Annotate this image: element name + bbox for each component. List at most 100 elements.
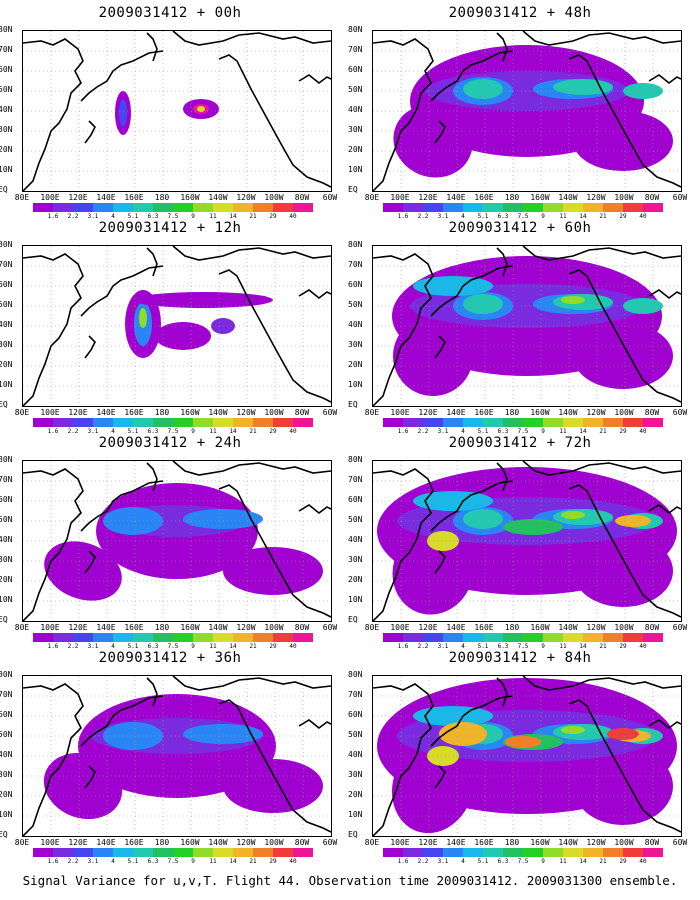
colorbar-swatch (623, 418, 643, 427)
longitude-label: 100W (264, 838, 284, 847)
latitude-label: 40N (348, 105, 363, 114)
variance-contour-fill (103, 722, 163, 750)
colorbar-swatch (93, 418, 113, 427)
map-plot (23, 676, 331, 836)
longitude-label: 160E (124, 838, 144, 847)
colorbar-label: 40 (289, 858, 297, 865)
longitude-label: 80E (364, 193, 380, 202)
colorbar-label: 5.1 (127, 643, 139, 650)
longitude-label: 120W (586, 408, 606, 417)
longitude-label: 100W (614, 838, 634, 847)
coastline (373, 683, 434, 836)
colorbar-label: 1.6 (397, 213, 409, 220)
colorbar-swatch (483, 203, 503, 212)
longitude-label: 180 (154, 623, 170, 632)
colorbar-label: 29 (619, 213, 627, 220)
coastline (434, 550, 446, 574)
colorbar-label: 9 (541, 643, 545, 650)
longitude-label: 100W (614, 193, 634, 202)
colorbar-swatch (523, 203, 543, 212)
map-panel: 2009031412 + 48h 80N 70N 60N 50N 40N 30N 20N 10N… (348, 5, 690, 220)
longitude-label: 80E (364, 623, 380, 632)
latitude-label: EQ (0, 185, 8, 194)
colorbar-label: 6.3 (147, 858, 159, 865)
colorbar-label: 5.1 (477, 213, 489, 220)
colorbar-label: 40 (639, 643, 647, 650)
latitude-label: 80N (348, 455, 363, 464)
colorbar-label: 1.6 (47, 428, 59, 435)
longitude-label: 140E (96, 193, 116, 202)
colorbar-swatch (503, 418, 523, 427)
longitude-label: 180 (504, 408, 520, 417)
colorbar-swatch (623, 633, 643, 642)
longitude-label: 140W (208, 193, 228, 202)
colorbar-swatch (543, 633, 563, 642)
longitude-label: 180 (154, 838, 170, 847)
colorbar-swatch (253, 203, 273, 212)
colorbar-swatch (503, 633, 523, 642)
colorbar-label: 2.2 (67, 428, 79, 435)
colorbar-swatch (463, 418, 483, 427)
colorbar-swatch (423, 418, 443, 427)
panel-title: 2009031412 + 84h (448, 650, 592, 666)
longitude-label: 160E (474, 838, 494, 847)
coastline (496, 462, 508, 492)
colorbar-label: 1.6 (47, 213, 59, 220)
latitude-label: 10N (348, 380, 363, 389)
longitude-label: 80W (644, 408, 660, 417)
colorbar-label: 9 (191, 643, 195, 650)
variance-contour-fill (183, 509, 263, 529)
colorbar-swatch (423, 203, 443, 212)
latitude-label: 20N (0, 575, 13, 584)
longitude-label: 140E (96, 623, 116, 632)
colorbar-swatch (33, 848, 53, 857)
variance-contour-fill (561, 726, 585, 734)
longitude-label: 140E (446, 838, 466, 847)
latitude-label: 50N (0, 515, 13, 524)
coastline (218, 269, 331, 403)
longitude-label: 160W (180, 408, 200, 417)
longitude-label: 100E (390, 408, 410, 417)
longitude-label: 80W (294, 623, 310, 632)
colorbar-swatch (623, 848, 643, 857)
coastline (496, 247, 508, 277)
colorbar-label: 7.5 (167, 858, 179, 865)
colorbar-swatch (273, 418, 293, 427)
colorbar-label: 11 (209, 428, 217, 435)
colorbar-label: 5.1 (477, 858, 489, 865)
colorbar-swatch (253, 633, 273, 642)
longitude-label: 100E (40, 193, 60, 202)
coastline (80, 50, 164, 102)
colorbar-swatch (113, 633, 133, 642)
coastline (298, 74, 331, 85)
map-area (22, 460, 332, 622)
variance-contour-fill (607, 728, 639, 740)
latitude-label: 10N (348, 595, 363, 604)
longitude-label: 120E (68, 838, 88, 847)
map-area (372, 30, 682, 192)
colorbar-label: 29 (269, 858, 277, 865)
longitude-label: 180 (504, 623, 520, 632)
colorbar-label: 9 (541, 858, 545, 865)
latitude-label: 20N (0, 145, 13, 154)
longitude-label: 60W (322, 193, 338, 202)
latitude-label: 40N (348, 750, 363, 759)
colorbar-label: 4 (111, 428, 115, 435)
coastline (146, 462, 158, 492)
variance-contour-fill (561, 296, 585, 304)
longitude-label: 180 (154, 193, 170, 202)
latitude-label: 30N (0, 125, 13, 134)
colorbar-label: 2.2 (67, 213, 79, 220)
colorbar-label: 7.5 (167, 643, 179, 650)
latitude-label: 40N (348, 320, 363, 329)
colorbar-swatch (423, 633, 443, 642)
longitude-label: 180 (504, 838, 520, 847)
latitude-label: 30N (348, 555, 363, 564)
colorbar-swatch (603, 633, 623, 642)
colorbar-label: 21 (249, 213, 257, 220)
latitude-label: 80N (348, 25, 363, 34)
colorbar-label: 21 (599, 858, 607, 865)
colorbar-label: 7.5 (517, 428, 529, 435)
colorbar-swatch (483, 418, 503, 427)
longitude-label: 160W (530, 193, 550, 202)
